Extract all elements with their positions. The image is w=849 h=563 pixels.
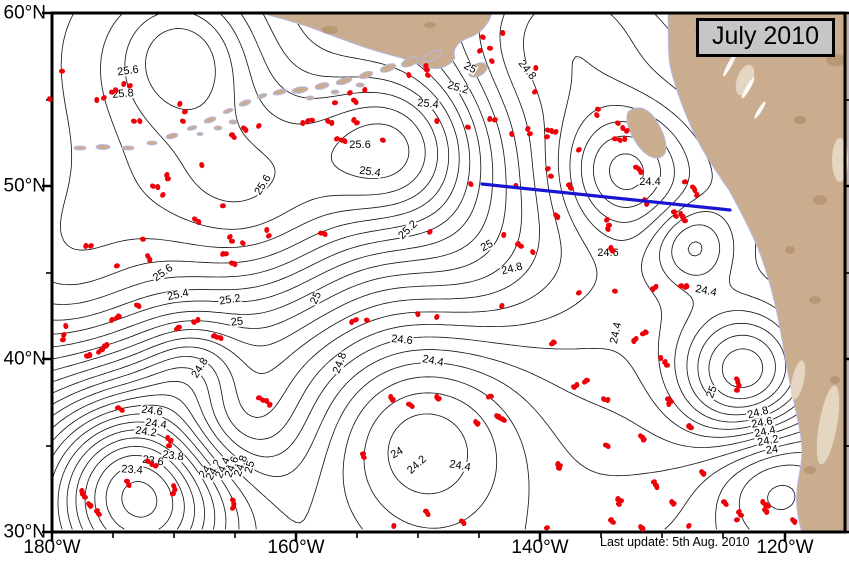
contour-line — [51, 392, 845, 530]
contour-line — [57, 413, 829, 530]
contour-line — [66, 429, 796, 530]
contour-line — [121, 481, 158, 518]
alaska-land — [261, 12, 493, 69]
title-box: July 2010 — [696, 18, 836, 57]
x-axis-label: 160°W — [267, 537, 325, 558]
contour-line — [75, 437, 206, 530]
contour-line — [59, 12, 439, 251]
land-layer — [73, 12, 849, 534]
title-text: July 2010 — [712, 22, 820, 50]
map-border — [50, 11, 847, 534]
contour-line — [51, 153, 845, 530]
y-axis-label: 30°N — [3, 521, 46, 543]
y-axis-label: 60°N — [3, 2, 46, 24]
contour-line — [105, 465, 174, 530]
north-america-coast — [667, 12, 849, 534]
last-update-note: Last update: 5th Aug. 2010 — [600, 535, 750, 549]
y-axis-label: 50°N — [3, 175, 46, 197]
central-valley — [816, 385, 840, 465]
contour-line — [51, 12, 845, 416]
contour-line — [145, 28, 216, 111]
x-axis-label: 140°W — [511, 537, 569, 558]
x-axis-label: 180°W — [23, 537, 81, 558]
vancouver-island — [626, 107, 667, 159]
x-axis-label: 120°W — [756, 537, 814, 558]
contour-line — [51, 12, 764, 388]
contour-line — [51, 135, 845, 524]
contour-line — [51, 12, 776, 400]
y-axis-label: 40°N — [3, 348, 46, 370]
